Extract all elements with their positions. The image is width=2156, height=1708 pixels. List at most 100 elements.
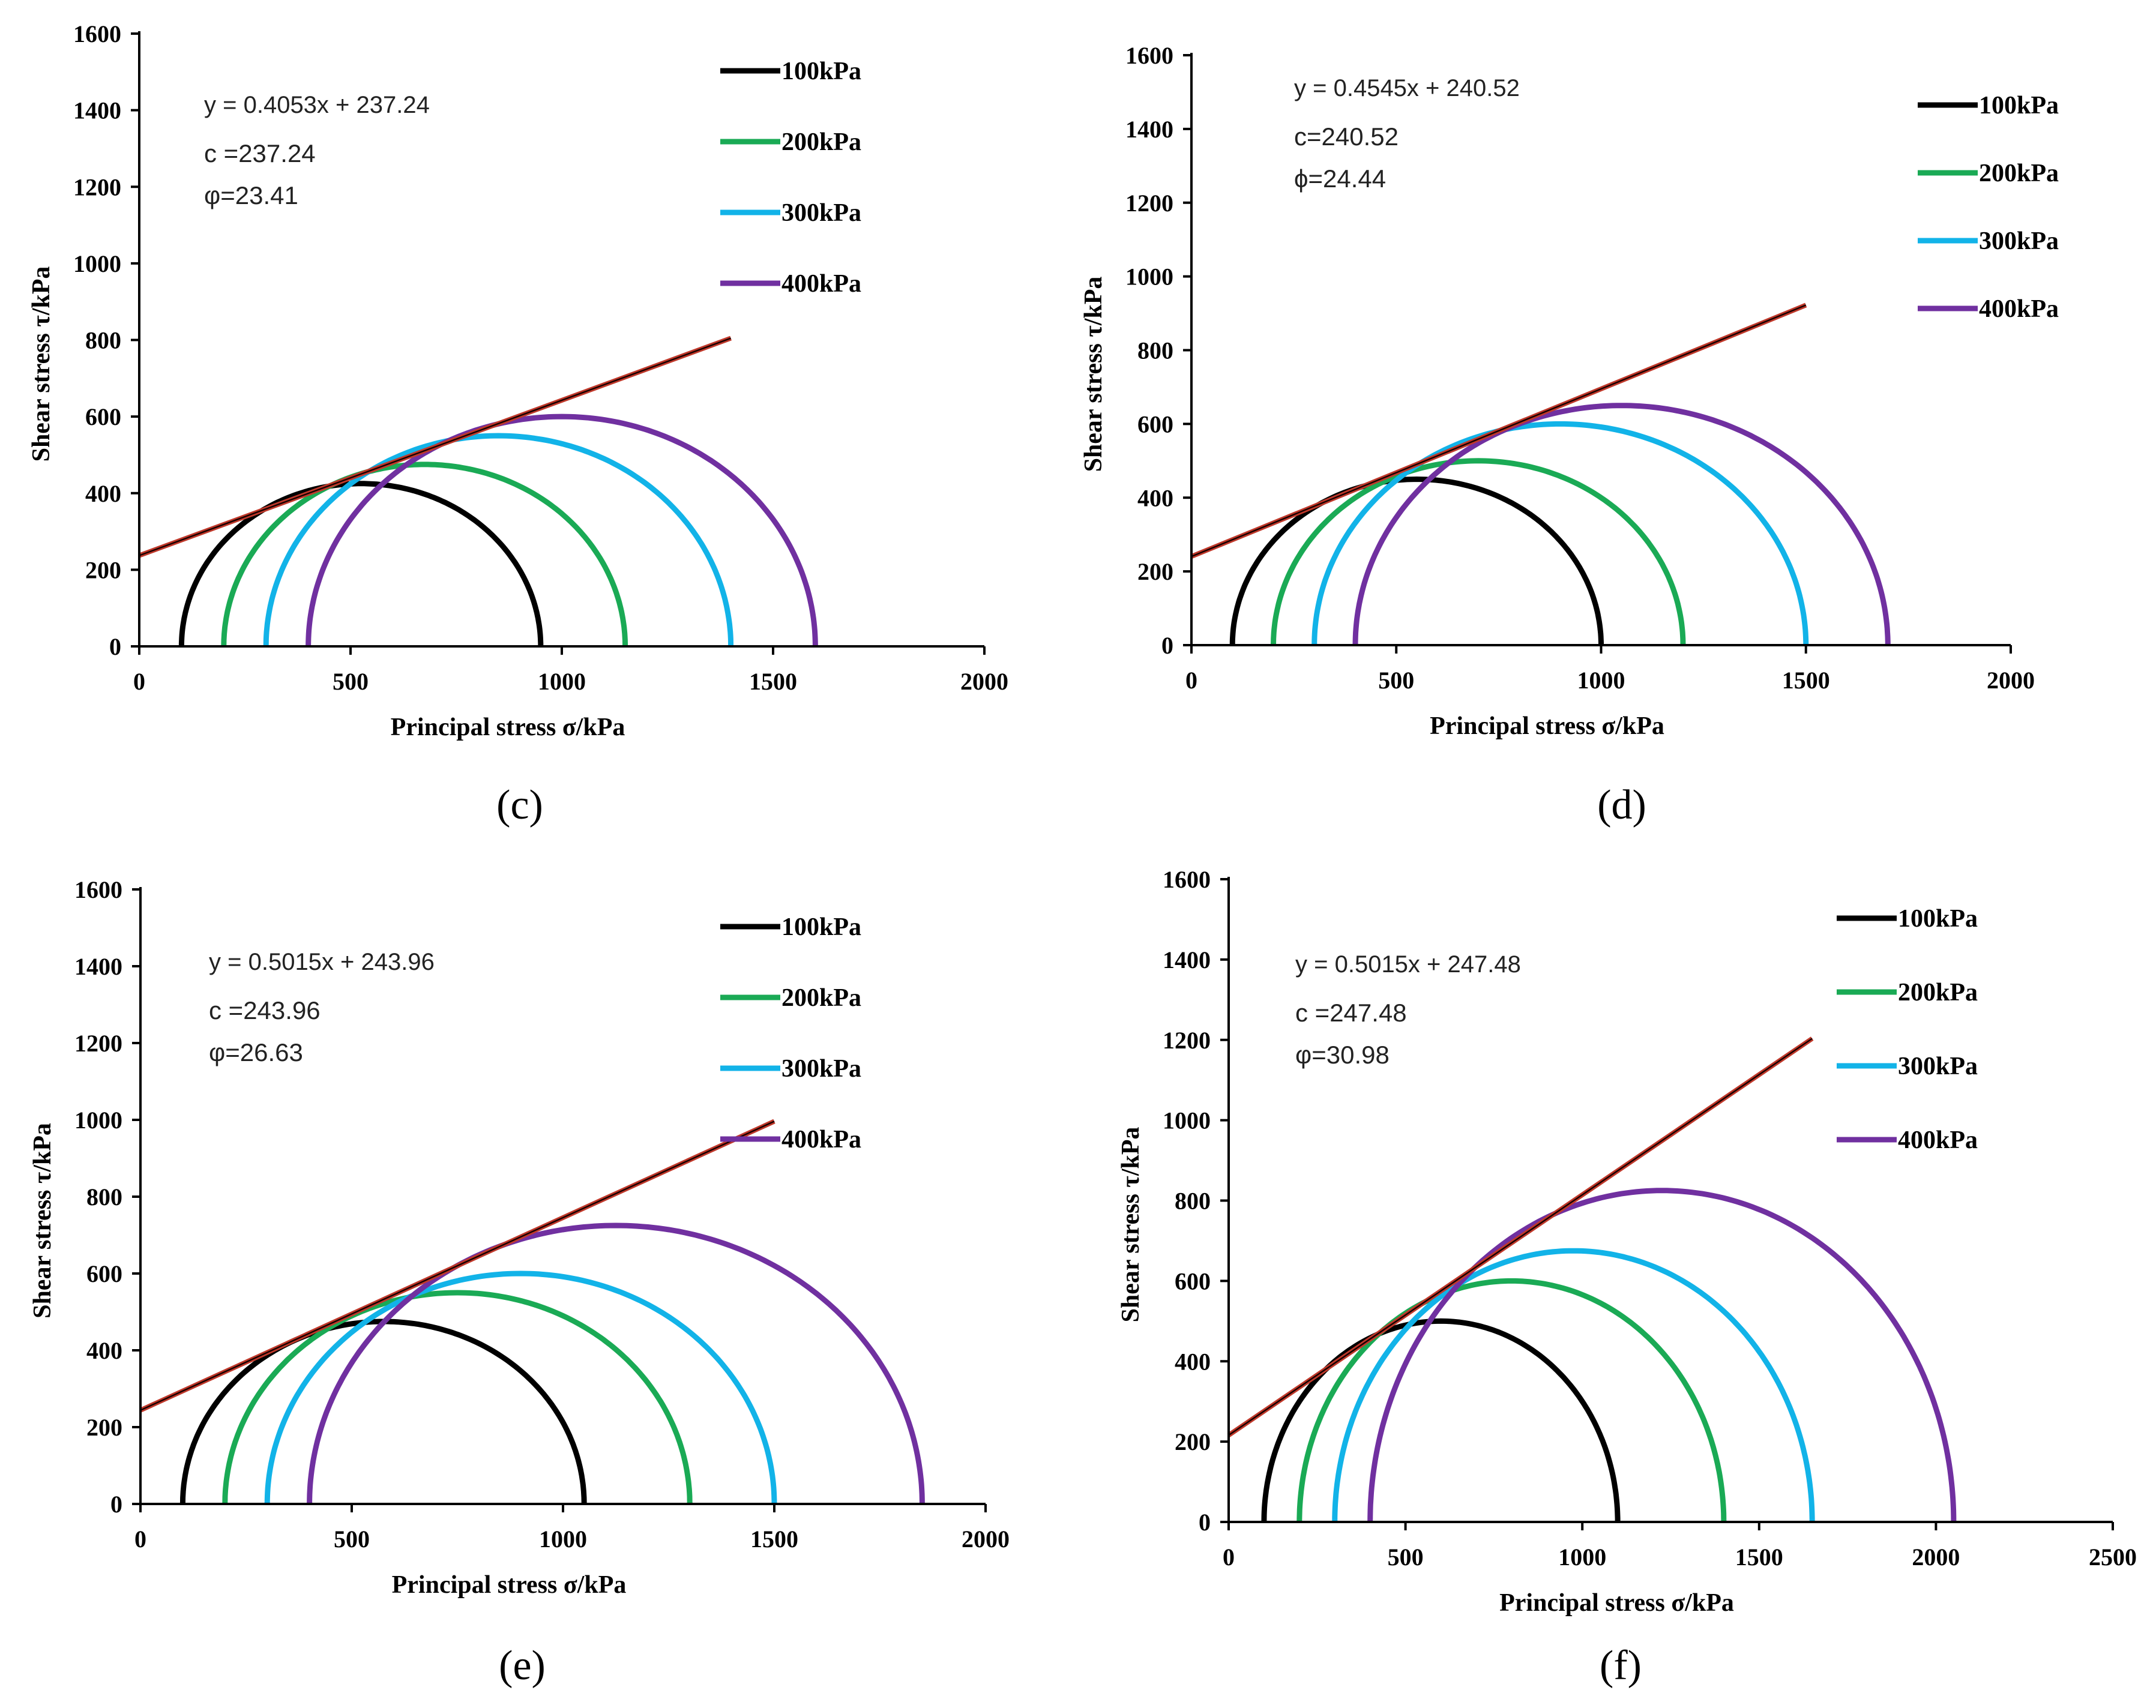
- x-tick-label: 500: [1378, 667, 1414, 694]
- x-tick-label: 1000: [538, 668, 586, 695]
- x-tick-label: 1500: [1782, 667, 1830, 694]
- y-tick-label: 1400: [1163, 946, 1211, 973]
- panel-label: (f): [1600, 1643, 1642, 1689]
- mohr-circle-100kPa: [179, 1319, 587, 1505]
- x-axis-label: Principal stress σ/kPa: [392, 1571, 627, 1599]
- y-tick-label: 0: [110, 1491, 122, 1518]
- x-tick-label: 0: [1185, 667, 1197, 694]
- y-tick-label: 400: [86, 1337, 122, 1364]
- mohr-circle-300kPa: [264, 1270, 777, 1505]
- legend-label-400kPa: 400kPa: [781, 1126, 861, 1153]
- legend-label-200kPa: 200kPa: [1979, 160, 2059, 187]
- legend-label-400kPa: 400kPa: [1898, 1126, 1978, 1154]
- y-tick-label: 1200: [1125, 190, 1173, 217]
- chart-panel-f: 0 200 400 600 800 1000 1200 1400 1600 0 500 1000 150…: [1117, 866, 2137, 1689]
- y-tick-label: 800: [86, 1183, 122, 1210]
- y-tick-label: 600: [86, 1260, 122, 1287]
- x-tick-label: 2000: [960, 668, 1008, 695]
- mohr-circle-200kPa: [221, 462, 628, 647]
- legend-label-300kPa: 300kPa: [1979, 227, 2059, 255]
- y-tick-label: 1400: [1125, 116, 1173, 143]
- friction-angle-annotation: φ=30.98: [1295, 1041, 1390, 1069]
- y-tick-label: 400: [1137, 484, 1173, 511]
- equation-annotation: y = 0.4545x + 240.52: [1294, 75, 1520, 101]
- chart-panel-c: 0 200 400 600 800 1000 1200 1400 1600 0 500 1000 150…: [28, 20, 1008, 828]
- x-axis-label: Principal stress σ/kPa: [1430, 712, 1664, 740]
- y-tick-label: 1200: [1163, 1027, 1211, 1054]
- legend-label-300kPa: 300kPa: [781, 1055, 861, 1083]
- mohr-circle-100kPa: [1229, 476, 1604, 645]
- y-tick-label: 1600: [74, 876, 122, 903]
- mohr-circle-400kPa: [1367, 1188, 1957, 1523]
- mohr-circle-300kPa: [263, 433, 734, 647]
- x-tick-label: 500: [1388, 1544, 1424, 1571]
- x-tick-label: 1000: [1577, 667, 1625, 694]
- panel-label: (c): [496, 782, 543, 828]
- x-tick-label: 1000: [1558, 1544, 1606, 1571]
- y-axis-label: Shear stress τ/kPa: [28, 266, 55, 462]
- y-tick-label: 1000: [74, 1107, 122, 1134]
- y-tick-label: 1000: [1125, 263, 1173, 290]
- y-tick-label: 1400: [73, 97, 121, 124]
- y-tick-label: 200: [1137, 558, 1173, 585]
- legend-label-200kPa: 200kPa: [1898, 979, 1978, 1006]
- y-tick-label: 200: [85, 556, 121, 583]
- y-tick-label: 400: [1175, 1348, 1211, 1375]
- legend-label-200kPa: 200kPa: [781, 984, 861, 1012]
- mohr-circle-300kPa: [1311, 421, 1809, 646]
- x-tick-label: 2000: [1987, 667, 2035, 694]
- x-tick-label: 2000: [1912, 1544, 1960, 1571]
- y-axis-label: Shear stress τ/kPa: [1117, 1127, 1145, 1323]
- mohr-circle-200kPa: [222, 1290, 693, 1505]
- y-tick-label: 800: [85, 327, 121, 354]
- y-tick-label: 0: [109, 633, 121, 660]
- failure-envelope-core: [139, 337, 732, 556]
- y-tick-label: 800: [1137, 337, 1173, 364]
- legend-label-200kPa: 200kPa: [781, 128, 861, 156]
- legend-label-300kPa: 300kPa: [1898, 1053, 1978, 1080]
- y-tick-label: 1600: [1163, 866, 1211, 893]
- friction-angle-annotation: φ=23.41: [204, 181, 298, 209]
- y-axis-label: Shear stress τ/kPa: [1080, 277, 1107, 472]
- chart-panel-d: 0 200 400 600 800 1000 1200 1400 1600 0 500 1000 150…: [1080, 42, 2059, 828]
- mohr-circle-100kPa: [178, 481, 544, 646]
- x-tick-label: 1500: [749, 668, 797, 695]
- y-tick-label: 0: [1161, 632, 1173, 659]
- y-tick-label: 1600: [73, 20, 121, 47]
- cohesion-annotation: c =247.48: [1295, 999, 1407, 1027]
- y-tick-label: 1000: [73, 250, 121, 277]
- x-tick-label: 1000: [539, 1526, 587, 1553]
- x-tick-label: 500: [334, 1526, 370, 1553]
- panel-label: (d): [1597, 782, 1646, 828]
- y-tick-label: 1600: [1125, 42, 1173, 69]
- y-tick-label: 1200: [73, 173, 121, 200]
- failure-envelope-core: [140, 1120, 775, 1412]
- failure-envelope-core: [1191, 304, 1807, 558]
- y-tick-label: 600: [1175, 1267, 1211, 1295]
- legend-label-100kPa: 100kPa: [781, 58, 861, 85]
- failure-envelope-core: [1228, 1038, 1813, 1436]
- cohesion-annotation: c =237.24: [204, 139, 316, 167]
- y-tick-label: 200: [86, 1414, 122, 1441]
- equation-annotation: y = 0.4053x + 237.24: [204, 92, 430, 118]
- legend-label-100kPa: 100kPa: [1898, 905, 1978, 933]
- mohr-circle-100kPa: [1261, 1318, 1621, 1523]
- friction-angle-annotation: ϕ=24.44: [1294, 164, 1386, 193]
- y-tick-label: 600: [1137, 410, 1173, 438]
- mohr-circle-200kPa: [1271, 458, 1686, 646]
- legend-label-300kPa: 300kPa: [781, 199, 861, 227]
- x-tick-label: 2500: [2089, 1544, 2137, 1571]
- panel-label: (e): [499, 1643, 546, 1689]
- mohr-circle-200kPa: [1296, 1278, 1727, 1523]
- mohr-circle-400kPa: [306, 413, 818, 647]
- x-tick-label: 1500: [750, 1526, 798, 1553]
- mohr-circle-400kPa: [1352, 403, 1891, 646]
- chart-panel-e: 0 200 400 600 800 1000 1200 1400 1600 0 500 1000 150…: [29, 876, 1010, 1689]
- y-tick-label: 1000: [1163, 1107, 1211, 1134]
- mohr-circle-400kPa: [307, 1222, 925, 1505]
- y-tick-label: 1400: [74, 953, 122, 980]
- x-tick-label: 1500: [1735, 1544, 1783, 1571]
- y-tick-label: 400: [85, 480, 121, 507]
- x-tick-label: 0: [133, 668, 145, 695]
